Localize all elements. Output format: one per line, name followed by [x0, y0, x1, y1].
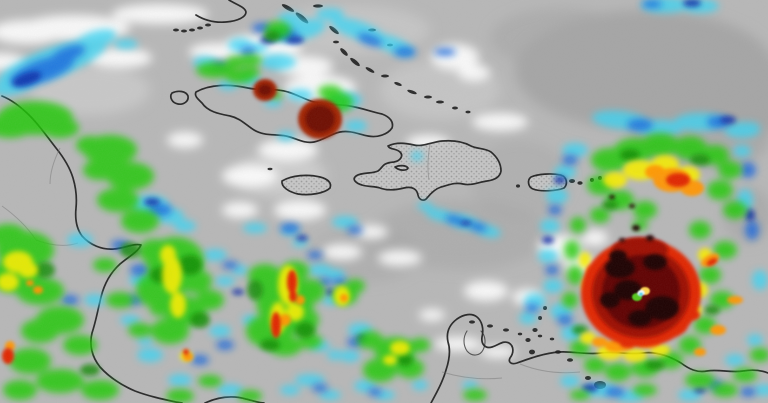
satellite-weather-map — [0, 0, 768, 403]
weather-map-canvas — [0, 0, 768, 403]
film-grain-overlay — [0, 0, 768, 403]
